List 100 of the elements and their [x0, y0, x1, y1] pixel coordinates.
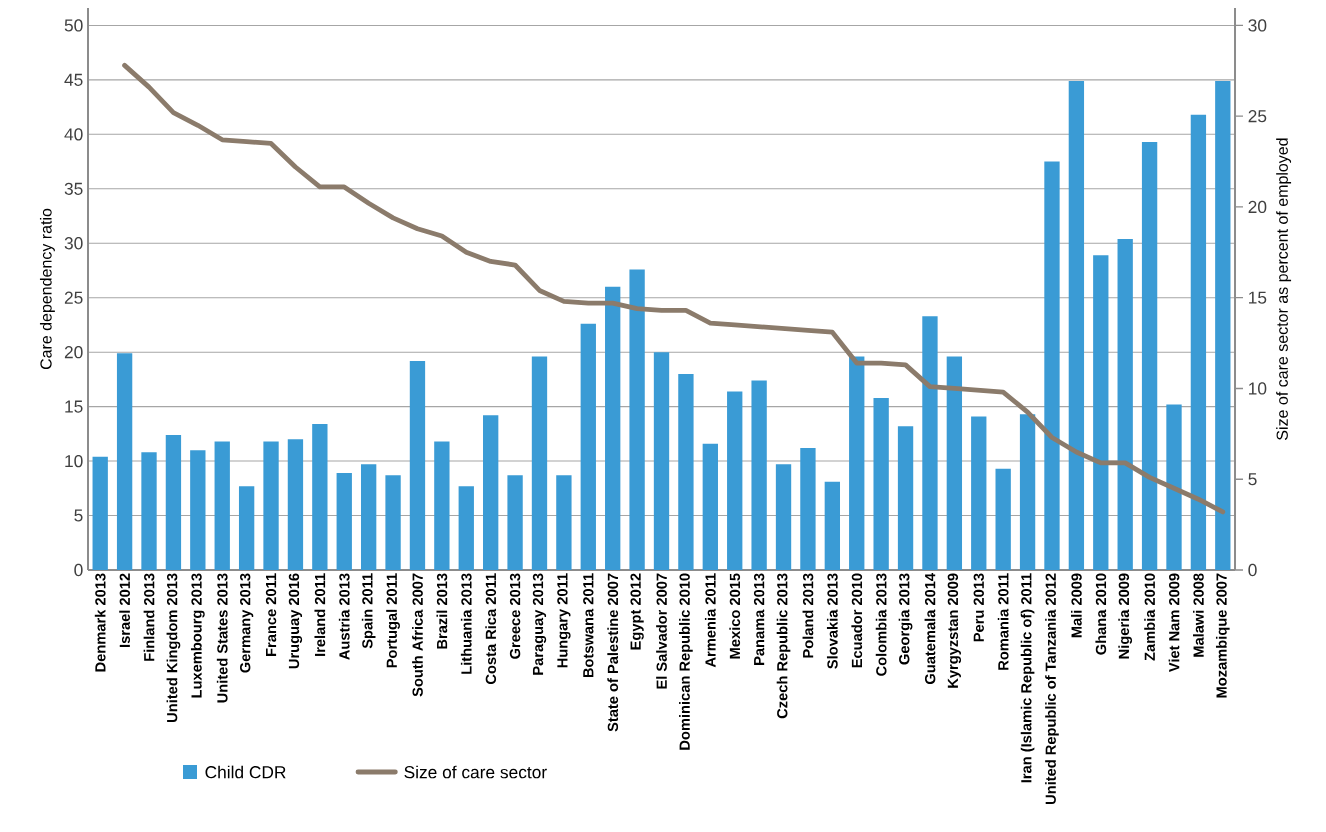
- x-tick-label: Egypt 2012: [630, 573, 644, 650]
- x-tick-label: Colombia 2013: [875, 573, 887, 676]
- x-tick-label: Ghana 2010: [1095, 573, 1107, 655]
- bar: [800, 448, 816, 570]
- y-tick-label: 30: [64, 237, 83, 250]
- y2-tick-label: 10: [1249, 382, 1267, 395]
- bar: [165, 434, 182, 570]
- x-tick-label: United Kingdom 2013: [166, 573, 181, 722]
- x-tick-label: Ireland 2011: [314, 573, 326, 656]
- bar: [507, 475, 523, 570]
- x-tick-label: Israel 2012: [119, 573, 130, 647]
- x-tick-label: Mozambique 2007: [1215, 573, 1230, 698]
- x-tick-label: Spain 2011: [361, 573, 376, 649]
- bar: [824, 481, 841, 570]
- bar: [434, 441, 450, 570]
- x-tick-label: Dominican Republic 2010: [679, 573, 693, 750]
- x-tick-label: Panama 2013: [753, 573, 765, 665]
- x-tick-label: Georgia 2013: [898, 573, 913, 665]
- bar: [629, 269, 645, 570]
- x-tick-label: Zambia 2010: [1144, 573, 1155, 661]
- bar: [92, 456, 108, 570]
- x-tick-label: Paraguay 2013: [532, 573, 547, 675]
- bar: [116, 353, 133, 570]
- x-tick-label: Ecuador 2010: [851, 573, 863, 668]
- bar: [1141, 141, 1158, 570]
- y2-axis-title: Size of care sector as percent of employed: [1276, 138, 1292, 440]
- bar: [141, 452, 157, 570]
- x-tick-label: Germany 2013: [240, 573, 254, 673]
- bar: [409, 360, 426, 570]
- bar: [483, 415, 499, 570]
- bar: [336, 473, 352, 570]
- y-tick-label: 10: [65, 454, 83, 468]
- x-tick-label: Portugal 2011: [386, 573, 400, 668]
- bar: [287, 439, 304, 570]
- bar: [1019, 414, 1036, 570]
- x-tick-label: Iran (Islamic Republic of) 2011: [1020, 573, 1035, 783]
- bar: [1215, 80, 1231, 570]
- x-tick-label: Luxembourg 2013: [190, 573, 205, 698]
- x-tick-label: South Africa 2007: [412, 573, 423, 697]
- legend-label: Child CDR: [205, 765, 286, 779]
- legend-label: Size of care sector: [404, 765, 547, 779]
- y2-tick-label: 0: [1248, 563, 1257, 577]
- bar: [312, 424, 328, 570]
- bar: [897, 426, 914, 570]
- x-tick-label: Greece 2013: [509, 573, 521, 659]
- bar: [360, 464, 377, 570]
- x-tick-label: Costa Rica 2011: [485, 573, 497, 685]
- bar: [1093, 255, 1109, 570]
- x-tick-label: Austria 2013: [338, 573, 350, 660]
- x-tick-label: Finland 2013: [143, 573, 155, 661]
- x-tick-label: France 2011: [265, 573, 277, 656]
- x-tick-label: Denmark 2013: [94, 573, 106, 672]
- bar: [385, 475, 401, 570]
- x-tick-label: Brazil 2013: [436, 573, 448, 649]
- x-tick-label: Mexico 2015: [729, 573, 741, 659]
- bar: [775, 464, 792, 570]
- x-tick-label: Romania 2011: [997, 573, 1009, 670]
- bar: [995, 468, 1011, 570]
- y-tick-label: 15: [65, 400, 83, 413]
- bar: [190, 450, 206, 570]
- x-tick-label: Nigeria 2009: [1118, 573, 1133, 659]
- x-tick-label: Mali 2009: [1071, 573, 1082, 638]
- y-tick-label: 45: [64, 73, 83, 86]
- bar: [1190, 114, 1207, 570]
- x-tick-label: Peru 2013: [973, 573, 984, 642]
- x-tick-label: Uruguay 2016: [288, 573, 303, 669]
- bar: [1044, 161, 1060, 570]
- bar: [1117, 238, 1133, 570]
- bar: [1166, 404, 1182, 570]
- bar: [653, 352, 670, 570]
- x-tick-label: Viet Nam 2009: [1168, 573, 1180, 673]
- x-tick-label: United Republic of Tanzania 2012: [1045, 573, 1059, 805]
- bar: [873, 397, 889, 570]
- x-tick-label: Slovakia 2013: [826, 573, 838, 669]
- bar: [605, 286, 621, 570]
- x-tick-label: Botswana 2011: [583, 573, 594, 678]
- x-tick-label: Armenia 2011: [704, 573, 716, 668]
- bar: [263, 441, 279, 570]
- x-tick-label: Lithuania 2013: [460, 573, 472, 674]
- bar: [458, 486, 474, 570]
- bar: [1068, 80, 1085, 570]
- y-tick-label: 5: [74, 509, 83, 522]
- y2-tick-label: 20: [1248, 200, 1267, 214]
- y2-tick-label: 25: [1248, 110, 1267, 123]
- y-tick-label: 20: [64, 346, 83, 359]
- bar: [849, 356, 865, 570]
- bar: [971, 416, 987, 570]
- y2-tick-label: 5: [1248, 473, 1257, 486]
- x-tick-label: Guatemala 2014: [924, 573, 936, 685]
- bar: [922, 316, 938, 570]
- bar: [238, 486, 255, 570]
- y-axis-title: Care dependency ratio: [39, 208, 55, 370]
- y-tick-label: 50: [64, 19, 83, 32]
- y2-tick-label: 15: [1249, 291, 1267, 304]
- x-tick-label: Malawi 2008: [1193, 573, 1204, 657]
- x-tick-label: State of Palestine 2007: [607, 573, 619, 732]
- y-tick-label: 40: [64, 128, 83, 141]
- x-tick-label: El Salvador 2007: [656, 573, 667, 689]
- bar: [556, 475, 572, 570]
- x-tick-label: United States 2013: [216, 573, 228, 703]
